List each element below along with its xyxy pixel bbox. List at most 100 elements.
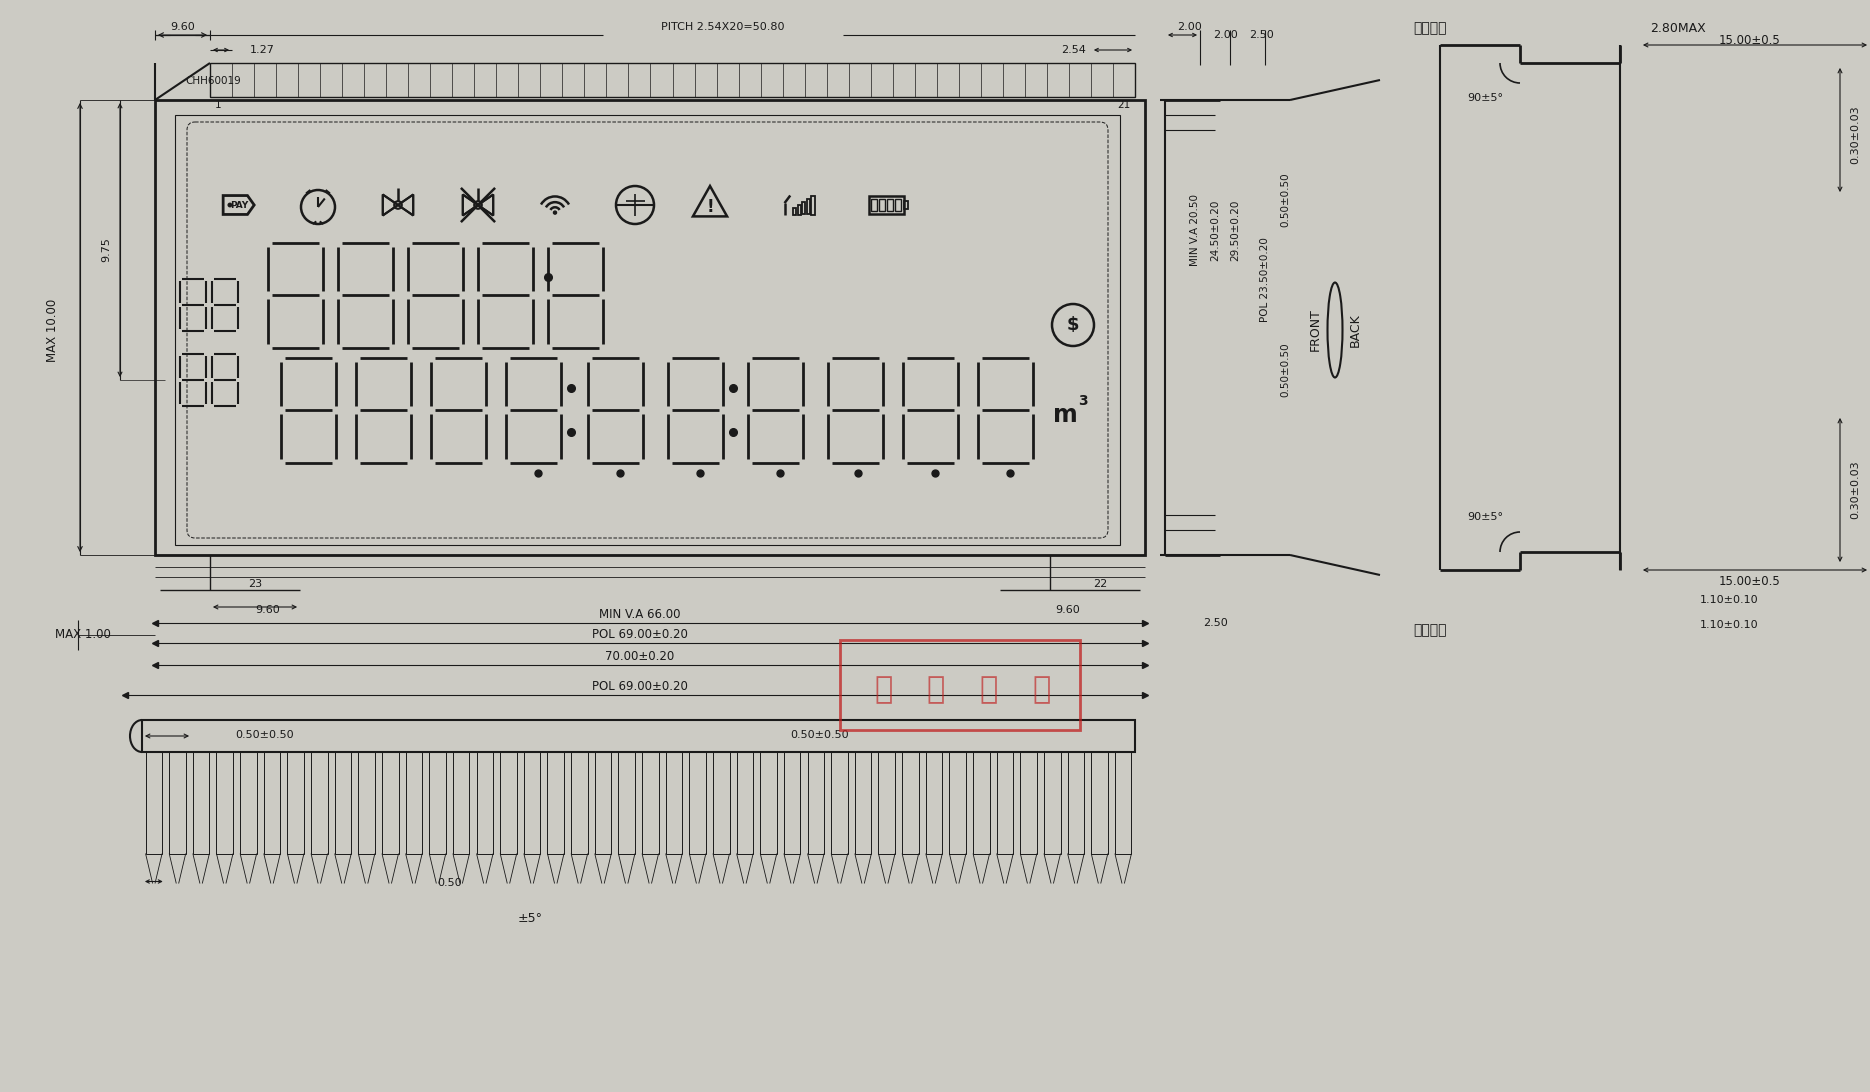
Bar xyxy=(310,752,327,854)
Text: MIN V.A 66.00: MIN V.A 66.00 xyxy=(598,608,681,621)
Bar xyxy=(499,752,516,854)
Text: 9.60: 9.60 xyxy=(254,605,280,615)
Bar xyxy=(217,752,234,854)
Bar xyxy=(840,640,1081,729)
Text: 0.50±0.50: 0.50±0.50 xyxy=(1279,173,1290,227)
Bar xyxy=(830,752,847,854)
Text: 0.50±0.50: 0.50±0.50 xyxy=(1279,343,1290,397)
Text: m: m xyxy=(1053,403,1077,427)
Bar xyxy=(806,200,810,214)
Bar xyxy=(690,752,705,854)
Bar xyxy=(239,752,256,854)
Bar xyxy=(453,752,469,854)
Text: 2.00: 2.00 xyxy=(1178,22,1202,32)
Text: POL 23.50±0.20: POL 23.50±0.20 xyxy=(1260,238,1270,322)
Bar xyxy=(812,195,815,214)
Bar xyxy=(901,752,918,854)
Bar xyxy=(808,752,825,854)
Bar xyxy=(737,752,754,854)
Bar xyxy=(926,752,942,854)
Text: PITCH 2.54X20=50.80: PITCH 2.54X20=50.80 xyxy=(660,22,784,32)
Text: PAY: PAY xyxy=(230,202,249,211)
Text: 24.50±0.20: 24.50±0.20 xyxy=(1210,200,1219,261)
Text: 控: 控 xyxy=(928,675,944,704)
Text: 15.00±0.5: 15.00±0.5 xyxy=(1719,34,1780,47)
Text: 9.60: 9.60 xyxy=(1055,605,1079,615)
Bar xyxy=(146,752,163,854)
Text: POL 69.00±0.20: POL 69.00±0.20 xyxy=(593,680,688,693)
Bar xyxy=(570,752,587,854)
Text: 受: 受 xyxy=(873,675,892,704)
Text: 0.50: 0.50 xyxy=(438,878,462,889)
Bar xyxy=(359,752,374,854)
Bar xyxy=(802,202,806,214)
Text: 90±5°: 90±5° xyxy=(1466,93,1503,103)
Bar xyxy=(879,199,885,211)
Text: !: ! xyxy=(707,198,714,216)
Text: 1: 1 xyxy=(215,100,223,110)
Bar xyxy=(793,207,797,214)
Text: 1.27: 1.27 xyxy=(251,45,275,55)
Text: MAX 1.00: MAX 1.00 xyxy=(54,629,110,641)
Text: 9.75: 9.75 xyxy=(101,238,110,262)
Bar xyxy=(430,752,445,854)
Bar xyxy=(972,752,989,854)
Bar xyxy=(477,752,494,854)
Bar xyxy=(406,752,423,854)
Text: 0.30±0.03: 0.30±0.03 xyxy=(1849,106,1861,164)
Bar xyxy=(381,752,398,854)
Bar xyxy=(905,201,909,210)
Bar xyxy=(142,720,1135,752)
Text: FRONT: FRONT xyxy=(1309,309,1322,352)
Bar xyxy=(288,752,305,854)
Text: 双面磨边: 双面磨边 xyxy=(1414,624,1447,637)
Text: 2.50: 2.50 xyxy=(1202,618,1227,628)
Text: 双面磨边: 双面磨边 xyxy=(1414,21,1447,35)
Text: 3: 3 xyxy=(1077,394,1088,408)
Text: POL 69.00±0.20: POL 69.00±0.20 xyxy=(593,629,688,641)
Bar xyxy=(950,752,967,854)
Text: 70.00±0.20: 70.00±0.20 xyxy=(606,651,675,664)
Text: 0.30±0.03: 0.30±0.03 xyxy=(1849,461,1861,520)
Text: 件: 件 xyxy=(1032,675,1051,704)
Bar xyxy=(761,752,776,854)
Text: 23: 23 xyxy=(249,579,262,589)
Bar xyxy=(855,752,871,854)
Text: 90±5°: 90±5° xyxy=(1466,512,1503,522)
Bar xyxy=(335,752,352,854)
Text: BACK: BACK xyxy=(1348,313,1361,347)
Text: 1.10±0.10: 1.10±0.10 xyxy=(1700,595,1758,605)
Text: 9.60: 9.60 xyxy=(170,22,194,32)
Bar xyxy=(871,199,877,211)
Text: 1.10±0.10: 1.10±0.10 xyxy=(1700,620,1758,630)
Bar xyxy=(870,197,905,214)
Bar xyxy=(641,752,658,854)
Bar xyxy=(168,752,185,854)
Bar xyxy=(176,115,1120,545)
Bar xyxy=(524,752,540,854)
Text: 2.54: 2.54 xyxy=(1060,45,1086,55)
Text: 0.50±0.50: 0.50±0.50 xyxy=(791,729,849,740)
Text: 15.00±0.5: 15.00±0.5 xyxy=(1719,575,1780,587)
Text: $: $ xyxy=(1066,316,1079,334)
Bar xyxy=(798,205,800,214)
Text: MAX 10.00: MAX 10.00 xyxy=(45,298,58,361)
Text: CHH60019: CHH60019 xyxy=(185,76,241,86)
Text: 22: 22 xyxy=(1092,579,1107,589)
Bar xyxy=(1021,752,1036,854)
Text: 0.50±0.50: 0.50±0.50 xyxy=(236,729,294,740)
Bar xyxy=(879,752,896,854)
Bar xyxy=(666,752,683,854)
Text: 2.80MAX: 2.80MAX xyxy=(1649,22,1705,35)
Bar xyxy=(886,199,894,211)
Bar xyxy=(1092,752,1107,854)
Bar xyxy=(1068,752,1085,854)
Bar xyxy=(997,752,1014,854)
Text: 2.00: 2.00 xyxy=(1212,29,1238,40)
Text: 21: 21 xyxy=(1116,100,1129,110)
Bar xyxy=(1043,752,1060,854)
Bar xyxy=(595,752,611,854)
Text: 29.50±0.20: 29.50±0.20 xyxy=(1230,200,1240,261)
Bar xyxy=(1115,752,1131,854)
Bar xyxy=(264,752,280,854)
